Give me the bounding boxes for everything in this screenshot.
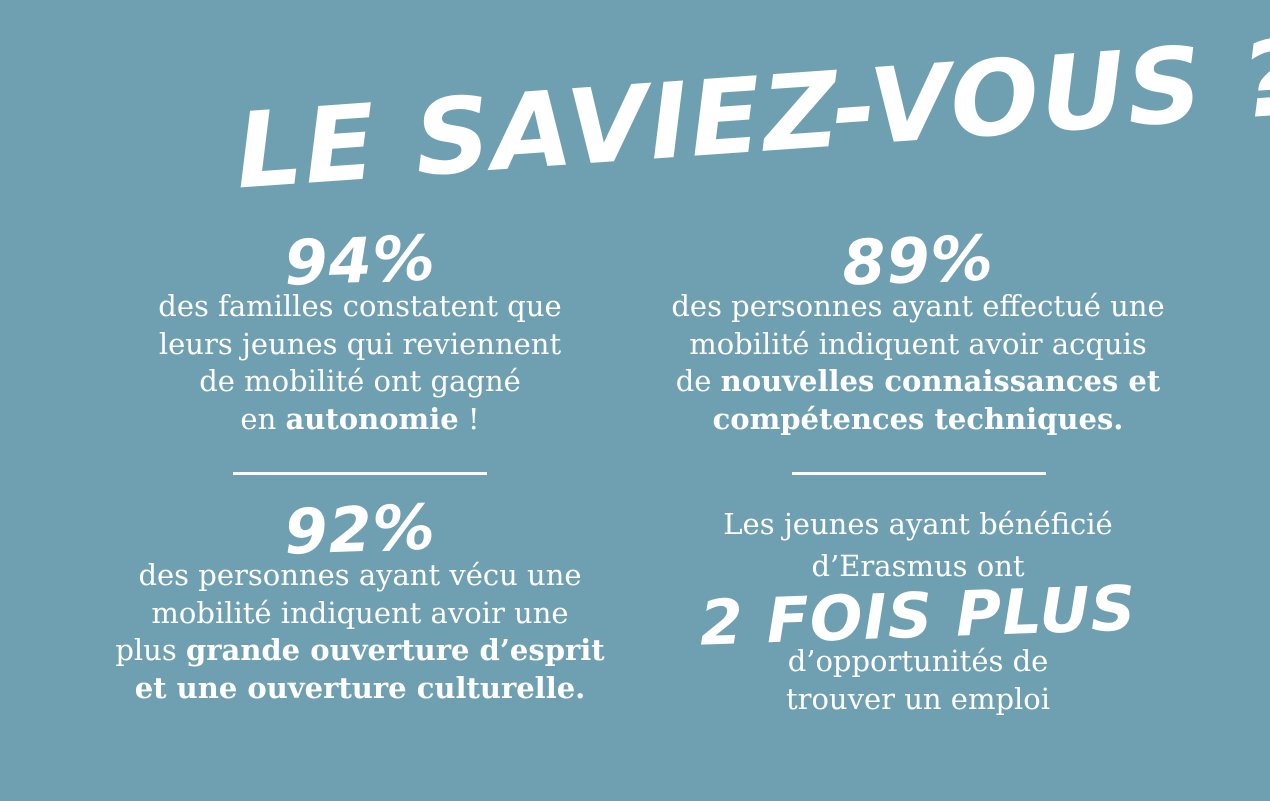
stat-line: des personnes ayant effectué une <box>671 289 1165 323</box>
divider-right <box>792 472 1046 475</box>
stat-highlight: nouvelles connaissances et <box>720 364 1161 398</box>
stat-line: des personnes ayant vécu une <box>138 558 582 592</box>
stat-text: plus <box>115 633 186 667</box>
stat-line: trouver un emploi <box>785 681 1051 716</box>
stat-description: d’opportunités de trouver un emploi <box>658 643 1178 718</box>
stat-highlight: et une ouverture culturelle. <box>134 670 586 705</box>
stat-line: compétences techniques. <box>658 401 1178 439</box>
stat-line: et une ouverture culturelle. <box>100 670 620 708</box>
stat-intro: Les jeunes ayant bénéficié d’Erasmus ont <box>658 506 1178 585</box>
stat-line: d’opportunités de <box>787 644 1049 678</box>
stat-highlight: grande ouverture d’esprit <box>185 633 605 667</box>
stat-text: en <box>240 401 286 436</box>
stat-line: plus grande ouverture d’esprit <box>100 632 620 670</box>
page-title: LE SAVIEZ-VOUS ? <box>231 16 1270 213</box>
stat-open-mindedness: 92% des personnes ayant vécu une mobilit… <box>100 490 620 707</box>
stat-line: leurs jeunes qui reviennent <box>158 326 562 361</box>
stat-value: 2 FOIS PLUS <box>698 571 1138 660</box>
stat-families-autonomy: 94% des familles constatent que leurs je… <box>100 221 620 438</box>
stat-line: des familles constatent que <box>158 289 562 323</box>
stat-description: des personnes ayant effectué une mobilit… <box>658 288 1178 438</box>
divider-left <box>233 472 487 475</box>
stat-line: de nouvelles connaissances et <box>658 363 1178 401</box>
stat-description: des familles constatent que leurs jeunes… <box>100 288 620 438</box>
stat-line: Les jeunes ayant bénéficié <box>723 507 1113 541</box>
stat-highlight: autonomie <box>285 401 459 436</box>
stat-highlight: compétences techniques. <box>712 401 1124 436</box>
stat-line: d’Erasmus ont <box>811 548 1025 583</box>
stat-line: en autonomie ! <box>100 401 620 439</box>
stat-employment-opportunities: Les jeunes ayant bénéficié d’Erasmus ont… <box>658 506 1178 718</box>
stat-line: mobilité indiquent avoir une <box>151 595 569 630</box>
stat-skills-acquired: 89% des personnes ayant effectué une mob… <box>658 221 1178 438</box>
stat-description: des personnes ayant vécu une mobilité in… <box>100 557 620 707</box>
stat-text: ! <box>458 401 480 436</box>
stat-line: de mobilité ont gagné <box>199 364 521 398</box>
stat-line: mobilité indiquent avoir acquis <box>689 326 1147 361</box>
stat-text: de <box>675 364 721 398</box>
